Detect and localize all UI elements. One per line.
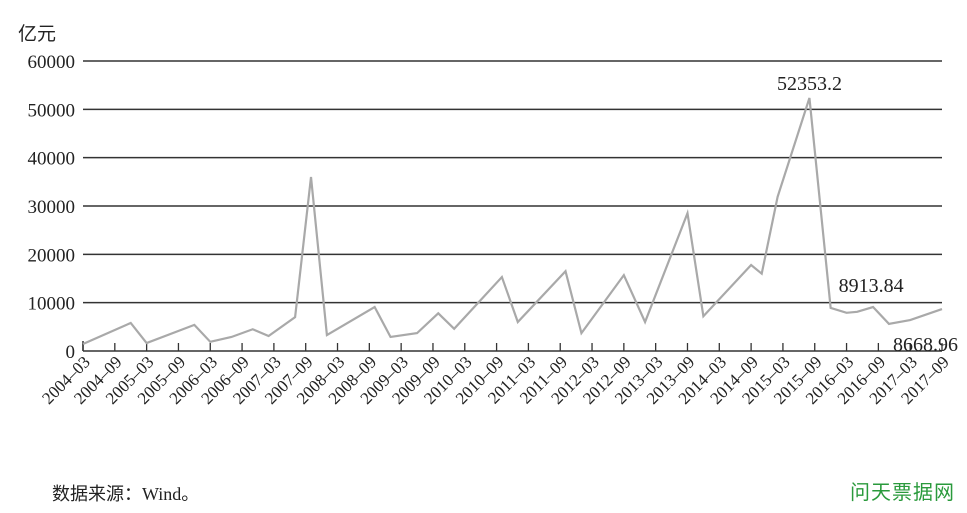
data-source-note: 数据来源：Wind。 bbox=[52, 484, 200, 504]
series-line bbox=[82, 97, 943, 345]
y-tick-label: 20000 bbox=[28, 245, 76, 266]
data-label: 52353.2 bbox=[777, 73, 842, 95]
data-label: 8913.84 bbox=[839, 275, 904, 297]
y-axis-label: 亿元 bbox=[18, 23, 56, 45]
y-tick-label: 60000 bbox=[28, 52, 76, 73]
watermark: 问天票据网 bbox=[850, 480, 955, 504]
y-tick-label: 0 bbox=[66, 342, 76, 363]
data-label: 8668.96 bbox=[893, 334, 958, 356]
y-tick-label: 30000 bbox=[28, 197, 76, 218]
y-tick-label: 10000 bbox=[28, 294, 76, 315]
line-chart: 亿元 01000020000300004000050000600002004–0… bbox=[18, 23, 958, 408]
y-tick-label: 50000 bbox=[28, 100, 76, 121]
y-tick-label: 40000 bbox=[28, 149, 76, 170]
